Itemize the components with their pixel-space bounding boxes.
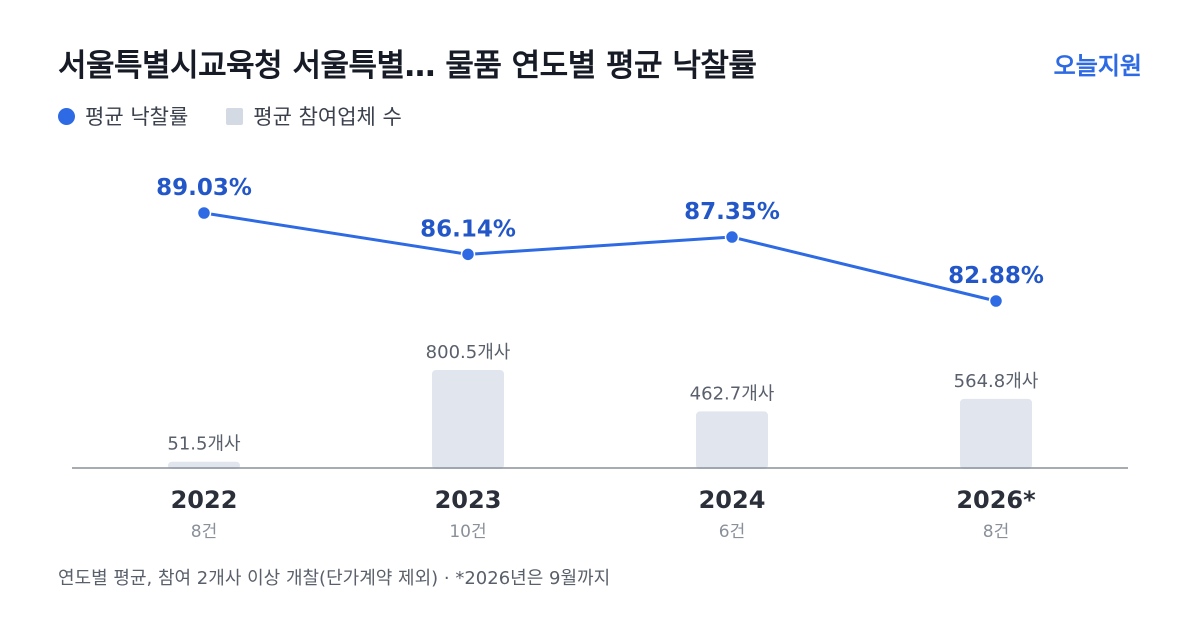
legend: 평균 낙찰률 평균 참여업체 수 <box>58 101 440 131</box>
rate-label: 86.14% <box>420 216 516 242</box>
bar-2023 <box>432 370 504 469</box>
rate-label: 82.88% <box>948 263 1044 289</box>
x-tick-label: 2023 <box>435 486 502 514</box>
legend-label-rate: 평균 낙찰률 <box>85 105 189 129</box>
x-tick-label: 2026* <box>956 486 1036 514</box>
x-tick-label: 2024 <box>699 486 766 514</box>
bar-label: 800.5개사 <box>426 342 511 363</box>
legend-square-icon <box>226 107 244 125</box>
bar-2026 <box>960 398 1032 469</box>
bar-label: 462.7개사 <box>690 383 775 404</box>
rate-point <box>724 229 740 245</box>
bar-2022 <box>168 461 240 469</box>
brand-logo[interactable]: 오늘지원 <box>1053 52 1142 80</box>
legend-item-rate: 평균 낙찰률 <box>58 101 188 131</box>
count-label: 10건 <box>449 522 486 542</box>
combo-chart: 51.5개사 800.5개사 462.7개사 564.8개사 2022 8건 2023 10건… <box>72 175 1128 542</box>
chart-title: 서울특별시교육청 서울특별… 물품 연도별 평균 낙찰률 <box>58 48 757 84</box>
footnote: 연도별 평균, 참여 2개사 이상 개찰(단가계약 제외) · *2026년은 … <box>58 568 611 589</box>
legend-item-bidders: 평균 참여업체 수 <box>226 101 402 131</box>
count-label: 8건 <box>191 522 217 542</box>
x-tick-label: 2022 <box>171 486 238 514</box>
rate-point <box>460 247 476 262</box>
rate-label: 89.03% <box>156 175 252 201</box>
bar-label: 51.5개사 <box>167 434 241 455</box>
legend-dot-icon <box>58 107 75 125</box>
count-label: 8건 <box>983 522 1009 542</box>
count-label: 6건 <box>719 522 745 542</box>
bar-label: 564.8개사 <box>954 371 1039 392</box>
rate-series-line <box>203 211 997 303</box>
bar-2024 <box>696 411 768 469</box>
legend-label-bidders: 평균 참여업체 수 <box>253 105 402 129</box>
rate-label: 87.35% <box>684 199 780 225</box>
rate-point <box>988 293 1004 309</box>
rate-point <box>196 205 212 221</box>
